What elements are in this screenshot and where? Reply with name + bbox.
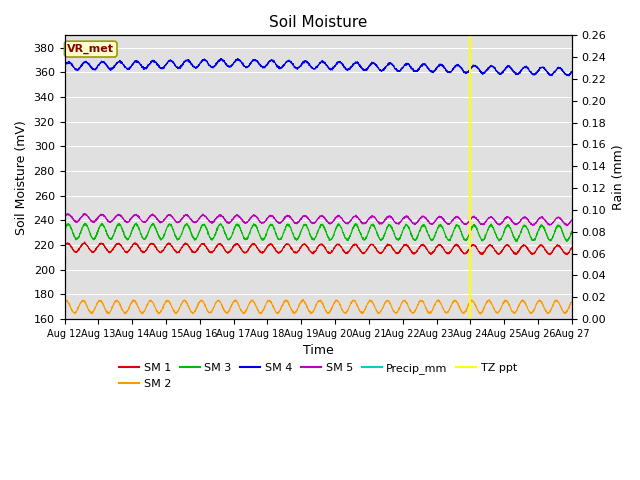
Legend: SM 1, SM 2, SM 3, SM 4, SM 5, Precip_mm, TZ ppt: SM 1, SM 2, SM 3, SM 4, SM 5, Precip_mm,… — [115, 359, 522, 393]
X-axis label: Time: Time — [303, 344, 333, 357]
Y-axis label: Rain (mm): Rain (mm) — [612, 144, 625, 210]
Y-axis label: Soil Moisture (mV): Soil Moisture (mV) — [15, 120, 28, 235]
Title: Soil Moisture: Soil Moisture — [269, 15, 367, 30]
Text: VR_met: VR_met — [67, 44, 114, 54]
